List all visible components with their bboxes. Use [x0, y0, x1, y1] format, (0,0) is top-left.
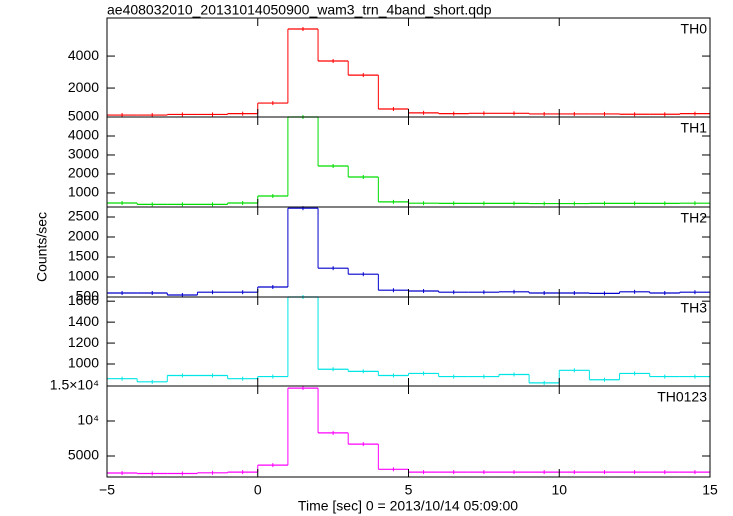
panel-frame: [106, 296, 711, 387]
y-tick-label: 5000: [68, 108, 99, 124]
x-tick-label: −5: [99, 482, 115, 498]
y-tick-label: 2000: [68, 165, 99, 181]
chart-title: ae408032010_20131014050900_wam3_trn_4ban…: [107, 2, 492, 18]
y-tick-label: 4000: [68, 127, 99, 143]
y-tick-label: 1500: [68, 248, 99, 264]
panel-frame: [106, 385, 711, 478]
x-tick-label: 15: [702, 482, 718, 498]
panel-label: TH0: [681, 21, 708, 37]
y-axis-label: Counts/sec: [34, 212, 50, 282]
y-tick-label: 2000: [68, 79, 99, 95]
y-tick-label: 5000: [68, 447, 99, 463]
y-tick-label: 1.5×10⁴: [50, 377, 99, 393]
y-tick-label: 4000: [68, 47, 99, 63]
y-tick-label: 10⁴: [77, 412, 99, 428]
panel-frame: [106, 17, 711, 118]
y-tick-label: 1000: [68, 268, 99, 284]
x-tick-label: 10: [551, 482, 567, 498]
x-tick-label: 0: [254, 482, 262, 498]
panel-label: TH2: [681, 210, 708, 226]
y-tick-label: 1200: [68, 334, 99, 350]
panel-label: TH0123: [657, 389, 707, 405]
y-tick-label: 1400: [68, 313, 99, 329]
y-tick-label: 3000: [68, 146, 99, 162]
panel-label: TH3: [681, 300, 708, 316]
y-tick-label: 1000: [68, 355, 99, 371]
x-axis-label: Time [sec] 0 = 2013/10/14 05:09:00: [298, 498, 518, 514]
y-tick-label: 2500: [68, 208, 99, 224]
y-tick-label: 1600: [68, 292, 99, 308]
y-tick-label: 2000: [68, 228, 99, 244]
panel-label: TH1: [681, 120, 708, 136]
panel-frame: [106, 116, 711, 208]
x-tick-label: 5: [405, 482, 413, 498]
y-tick-label: 1000: [68, 184, 99, 200]
y-tick-label: 500: [76, 288, 100, 304]
panel-frame: [106, 206, 711, 298]
